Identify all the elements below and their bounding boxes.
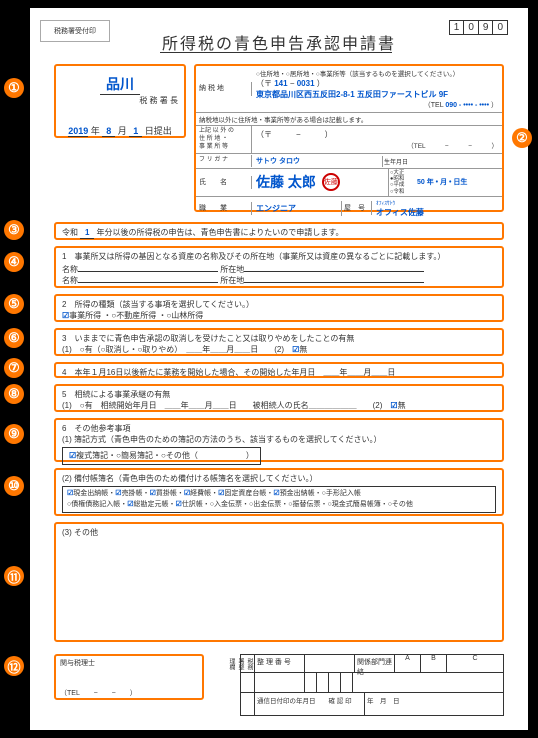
callout-5: ⑤: [4, 294, 24, 314]
office-use-box: 税務署整理欄 整 理 番 号 関係部門連絡 A B C: [240, 654, 504, 716]
callout-6: ⑥: [4, 328, 24, 348]
other-addr-val: （〒 − ） （TEL − − ）: [252, 127, 502, 152]
section-11: (3) その他: [54, 522, 504, 642]
section-8: 5 相続による事業承継の有無 (1) ○有 相続開始年月日 ＿＿年＿＿月＿＿日 …: [54, 384, 504, 412]
section-10: (2) 備付帳簿名（青色申告のため備付ける帳簿名を選択してください。） ☑現金出…: [54, 468, 504, 516]
addr-label: 納 税 地: [196, 82, 252, 95]
office-suffix: 税 務 署 長: [56, 95, 184, 106]
callout-9: ⑨: [4, 424, 24, 444]
title-underline: [160, 52, 392, 53]
applicant-box: 納 税 地 ○住所地・○居所地・○事業所等（該当するものを選択してください。） …: [194, 64, 504, 212]
callout-10: ⑩: [4, 476, 24, 496]
callout-2: ②: [512, 128, 532, 148]
section-3: 令和 1 年分以後の所得税の申告は、青色申告書によりたいので申請します。: [54, 222, 504, 240]
other-addr-label: 上記 以 外 の 住 所 地 ・ 事 業 所 等: [196, 126, 252, 153]
callout-12: ⑫: [4, 656, 24, 676]
office-box: 品川 税 務 署 長 2019 年 8 月 1 日提出: [54, 64, 186, 138]
callout-7: ⑦: [4, 358, 24, 378]
section-6: 3 いままでに青色申告承認の取消しを受けたこと又は取りやめをしたことの有無 (1…: [54, 328, 504, 356]
callout-11: ⑪: [4, 566, 24, 586]
section-4: 1 事業所又は所得の基因となる資産の名称及びその所在地（事業所又は資産の異なるご…: [54, 246, 504, 288]
page-title: 所得税の青色申告承認申請書: [30, 30, 528, 54]
seal-icon: 佐藤: [322, 173, 340, 191]
addr-value-block: ○住所地・○居所地・○事業所等（該当するものを選択してください。） （〒 141…: [252, 66, 502, 112]
callout-4: ④: [4, 252, 24, 272]
callout-3: ③: [4, 220, 24, 240]
submit-date: 2019 年 8 月 1 日提出: [56, 124, 184, 137]
other-addr-note: 納税地以外に住所地・事業所等がある場合は記載します。: [196, 113, 502, 126]
section-9: 6 その他参考事項 (1) 簿記方式（青色申告のための簿記の方法のうち、該当する…: [54, 418, 504, 462]
form-page: 税務署受付印 1 0 9 0 所得税の青色申告承認申請書 品川 税 務 署 長 …: [30, 8, 528, 730]
applicant-name: 佐藤 太郎: [256, 172, 316, 192]
callout-1: ①: [4, 78, 24, 98]
office-name: 品川: [100, 74, 140, 95]
tax-accountant-box: 関与税理士 （TEL − − ）: [54, 654, 204, 700]
section-7: 4 本年１月16日以後新たに業務を開始した場合、その開始した年月日 ＿＿年＿＿月…: [54, 362, 504, 378]
callout-8: ⑧: [4, 384, 24, 404]
section-5: 2 所得の種類（該当する事項を選択してください。） ☑事業所得 ・○不動産所得 …: [54, 294, 504, 322]
